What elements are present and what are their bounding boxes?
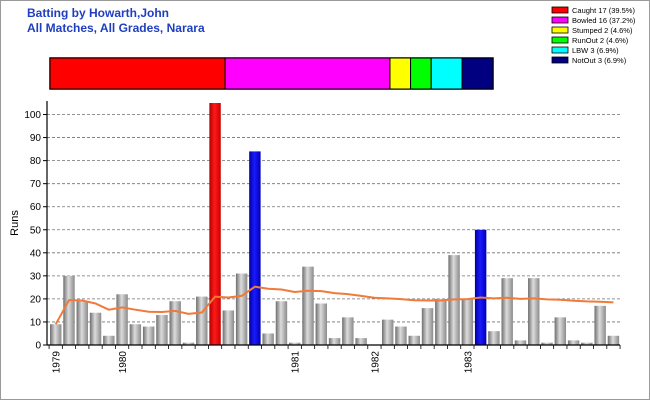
bar-innings-37 [528, 278, 540, 345]
axes: 1979 1980 1981 1982 1983 [46, 101, 621, 374]
legend-label-0: Caught 17 (39.5%) [572, 6, 635, 15]
x-tick-label-1983: 1983 [463, 351, 474, 374]
y-tick-label-30: 30 [30, 271, 42, 282]
bar-innings-26 [381, 319, 394, 345]
y-tick-label-60: 60 [30, 202, 42, 213]
bar-innings-39 [554, 317, 567, 345]
bar-innings-4 [89, 312, 102, 345]
legend-swatch-5 [551, 56, 569, 64]
dismissal-segment-1 [224, 57, 391, 90]
bar-innings-18 [275, 301, 288, 345]
chart-title: Batting by Howarth,John [27, 6, 169, 20]
bar-innings-24 [355, 338, 367, 345]
bar-innings-35 [501, 278, 513, 345]
bar-innings-29 [421, 308, 434, 345]
bar-innings-22 [328, 338, 341, 345]
bar-innings-3 [76, 301, 88, 345]
dismissal-segment-0 [49, 57, 226, 90]
x-tick-label-1979: 1979 [52, 351, 63, 374]
bar-innings-17 [262, 333, 274, 345]
y-axis-label: Runs [9, 210, 21, 236]
bar-innings-8 [142, 326, 155, 345]
y-tick-label-80: 80 [30, 156, 42, 167]
y-tick-label-0: 0 [35, 341, 41, 352]
dismissal-segment-4 [430, 57, 463, 90]
chart-subtitle: All Matches, All Grades, Narara [27, 21, 205, 35]
y-tick-label-50: 50 [30, 225, 42, 236]
bar-innings-10 [169, 301, 181, 345]
bar-innings-32 [461, 298, 474, 345]
legend: Caught 17 (39.5%)Bowled 16 (37.2%)Stumpe… [551, 6, 636, 65]
gridlines: 0 10 20 30 40 50 60 70 80 90 100 [24, 110, 620, 352]
bar-innings-7 [129, 324, 142, 345]
bar-innings-2 [63, 275, 75, 345]
x-tick-label-1980: 1980 [118, 351, 129, 374]
bar-innings-27 [395, 326, 407, 345]
legend-label-4: LBW 3 (6.9%) [572, 46, 619, 55]
bar-innings-36 [514, 340, 527, 345]
dismissal-segment-2 [389, 57, 412, 90]
bars [50, 103, 620, 345]
dismissal-segment-5 [461, 57, 494, 90]
legend-swatch-1 [551, 16, 569, 24]
legend-label-1: Bowled 16 (37.2%) [572, 16, 636, 25]
legend-swatch-0 [551, 6, 569, 14]
bar-innings-14 [222, 310, 235, 345]
bar-innings-5 [103, 335, 115, 345]
bar-innings-28 [408, 335, 420, 345]
bar-innings-42 [594, 305, 606, 345]
bar-innings-43 [607, 335, 620, 345]
bar-innings-23 [342, 317, 354, 345]
average-line-group [54, 285, 614, 325]
legend-label-2: Stumped 2 (4.6%) [572, 26, 633, 35]
legend-label-5: NotOut 3 (6.9%) [572, 56, 627, 65]
average-line [54, 285, 614, 325]
legend-swatch-4 [551, 46, 569, 54]
x-tick-label-1982: 1982 [370, 351, 381, 374]
legend-swatch-2 [551, 26, 569, 34]
bar-innings-38 [541, 342, 553, 345]
y-tick-label-100: 100 [24, 110, 41, 121]
bar-innings-21 [315, 303, 328, 345]
bar-innings-12 [196, 296, 208, 345]
bar-innings-9 [156, 315, 168, 345]
y-tick-label-10: 10 [30, 317, 42, 328]
bar-innings-41 [581, 342, 593, 345]
bar-innings-34 [488, 331, 500, 345]
y-tick-label-20: 20 [30, 294, 42, 305]
bar-innings-33 [474, 229, 487, 345]
bar-innings-40 [567, 340, 580, 345]
dismissal-summary-bar [49, 57, 494, 90]
y-tick-label-70: 70 [30, 179, 42, 190]
legend-swatch-3 [551, 36, 569, 44]
bar-innings-15 [235, 273, 248, 345]
bar-innings-6 [116, 294, 128, 345]
dismissal-segment-3 [410, 57, 432, 90]
bar-innings-13 [209, 103, 221, 345]
bar-innings-30 [435, 298, 447, 345]
y-tick-label-40: 40 [30, 248, 42, 259]
bar-innings-11 [182, 342, 195, 345]
legend-label-3: RunOut 2 (4.6%) [572, 36, 629, 45]
bar-innings-20 [302, 266, 314, 345]
bar-innings-16 [249, 151, 261, 345]
bar-innings-19 [289, 342, 301, 345]
y-tick-label-90: 90 [30, 133, 42, 144]
x-tick-label-1981: 1981 [291, 351, 302, 374]
bar-innings-1 [50, 324, 62, 345]
